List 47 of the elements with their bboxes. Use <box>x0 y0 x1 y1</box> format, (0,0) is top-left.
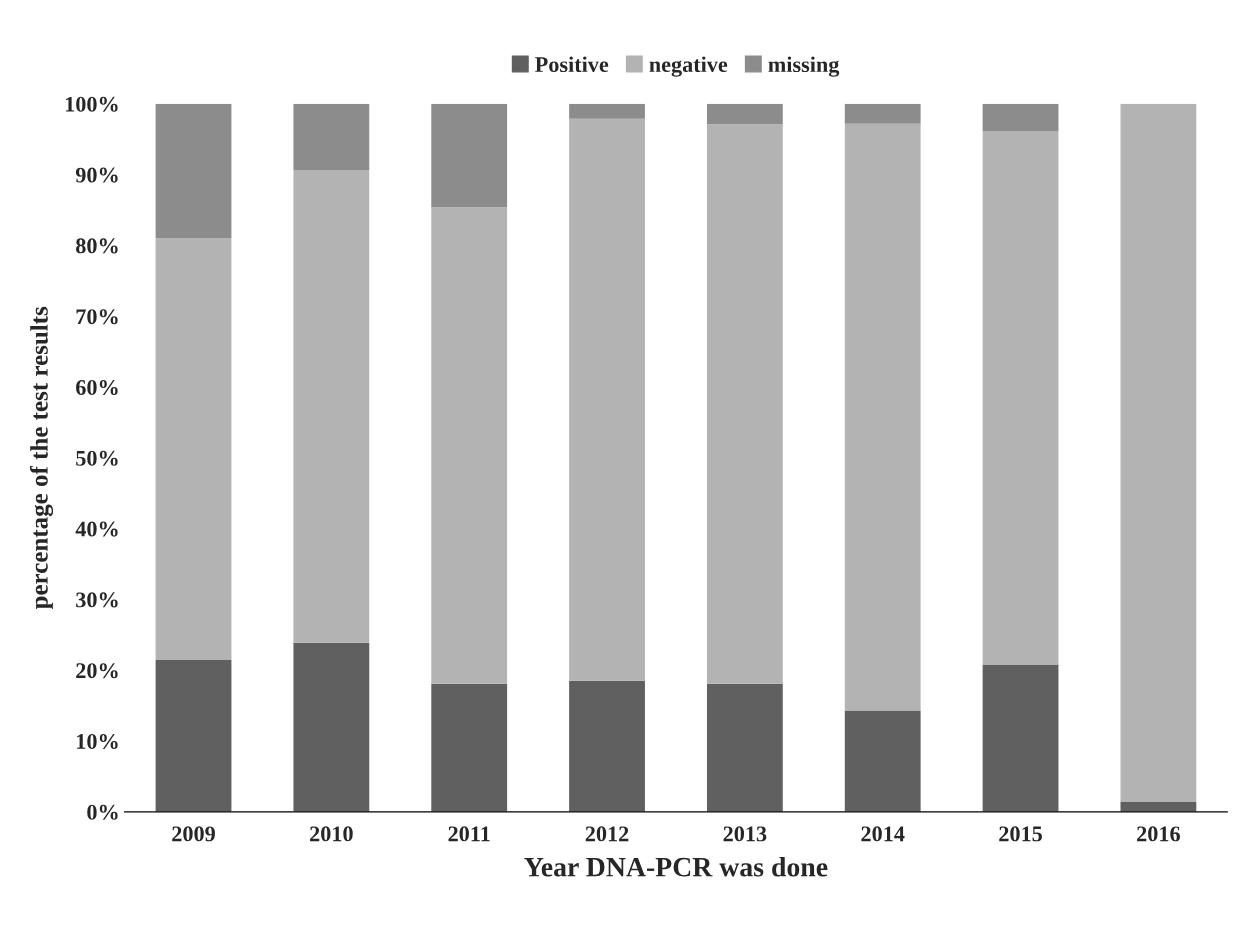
x-axis-title: Year DNA-PCR was done <box>524 856 828 877</box>
y-tick-label: 70% <box>76 309 118 325</box>
bar <box>706 103 783 125</box>
bar <box>569 118 645 681</box>
bar <box>155 238 232 660</box>
bar <box>1120 103 1197 802</box>
bar <box>844 710 921 812</box>
x-tick-label: 2016 <box>1137 826 1180 842</box>
bar <box>844 123 921 711</box>
legend-label: negative <box>649 56 728 77</box>
y-tick-label: 0% <box>87 804 118 820</box>
bar <box>155 659 232 812</box>
legend-label: missing <box>768 56 840 77</box>
x-tick-label: 2010 <box>310 826 353 842</box>
y-axis-title: percentage of the test results <box>29 306 54 610</box>
x-tick-label: 2011 <box>448 826 490 842</box>
bar <box>293 642 370 812</box>
x-tick-label: 2012 <box>585 826 629 842</box>
bar <box>569 103 645 119</box>
x-tick-label: 2013 <box>723 826 767 842</box>
bar <box>155 103 232 239</box>
legend-label: Positive <box>535 56 609 73</box>
bar <box>982 103 1059 132</box>
x-tick-label: 2015 <box>999 826 1042 842</box>
bar <box>982 664 1059 812</box>
bar <box>844 103 921 124</box>
bar <box>293 103 370 171</box>
bar <box>706 683 783 812</box>
y-tick-label: 60% <box>76 379 118 396</box>
y-tick-label: 40% <box>75 521 118 537</box>
y-tick-label: 90% <box>75 167 118 183</box>
bar <box>431 683 508 812</box>
y-tick-label: 50% <box>76 450 118 466</box>
y-tick-label: 10% <box>77 733 118 750</box>
bar <box>1120 801 1197 812</box>
x-tick-label: 2014 <box>861 826 905 842</box>
x-tick-label: 2009 <box>172 826 215 842</box>
bar <box>293 170 370 643</box>
bar <box>431 207 508 684</box>
bar <box>982 131 1059 665</box>
y-tick-label: 80% <box>76 238 118 254</box>
y-tick-label: 20% <box>76 663 118 679</box>
bar <box>706 124 783 684</box>
y-tick-label: 100% <box>65 96 118 112</box>
bar <box>569 680 645 812</box>
y-tick-label: 30% <box>76 592 118 608</box>
bar <box>431 103 508 208</box>
